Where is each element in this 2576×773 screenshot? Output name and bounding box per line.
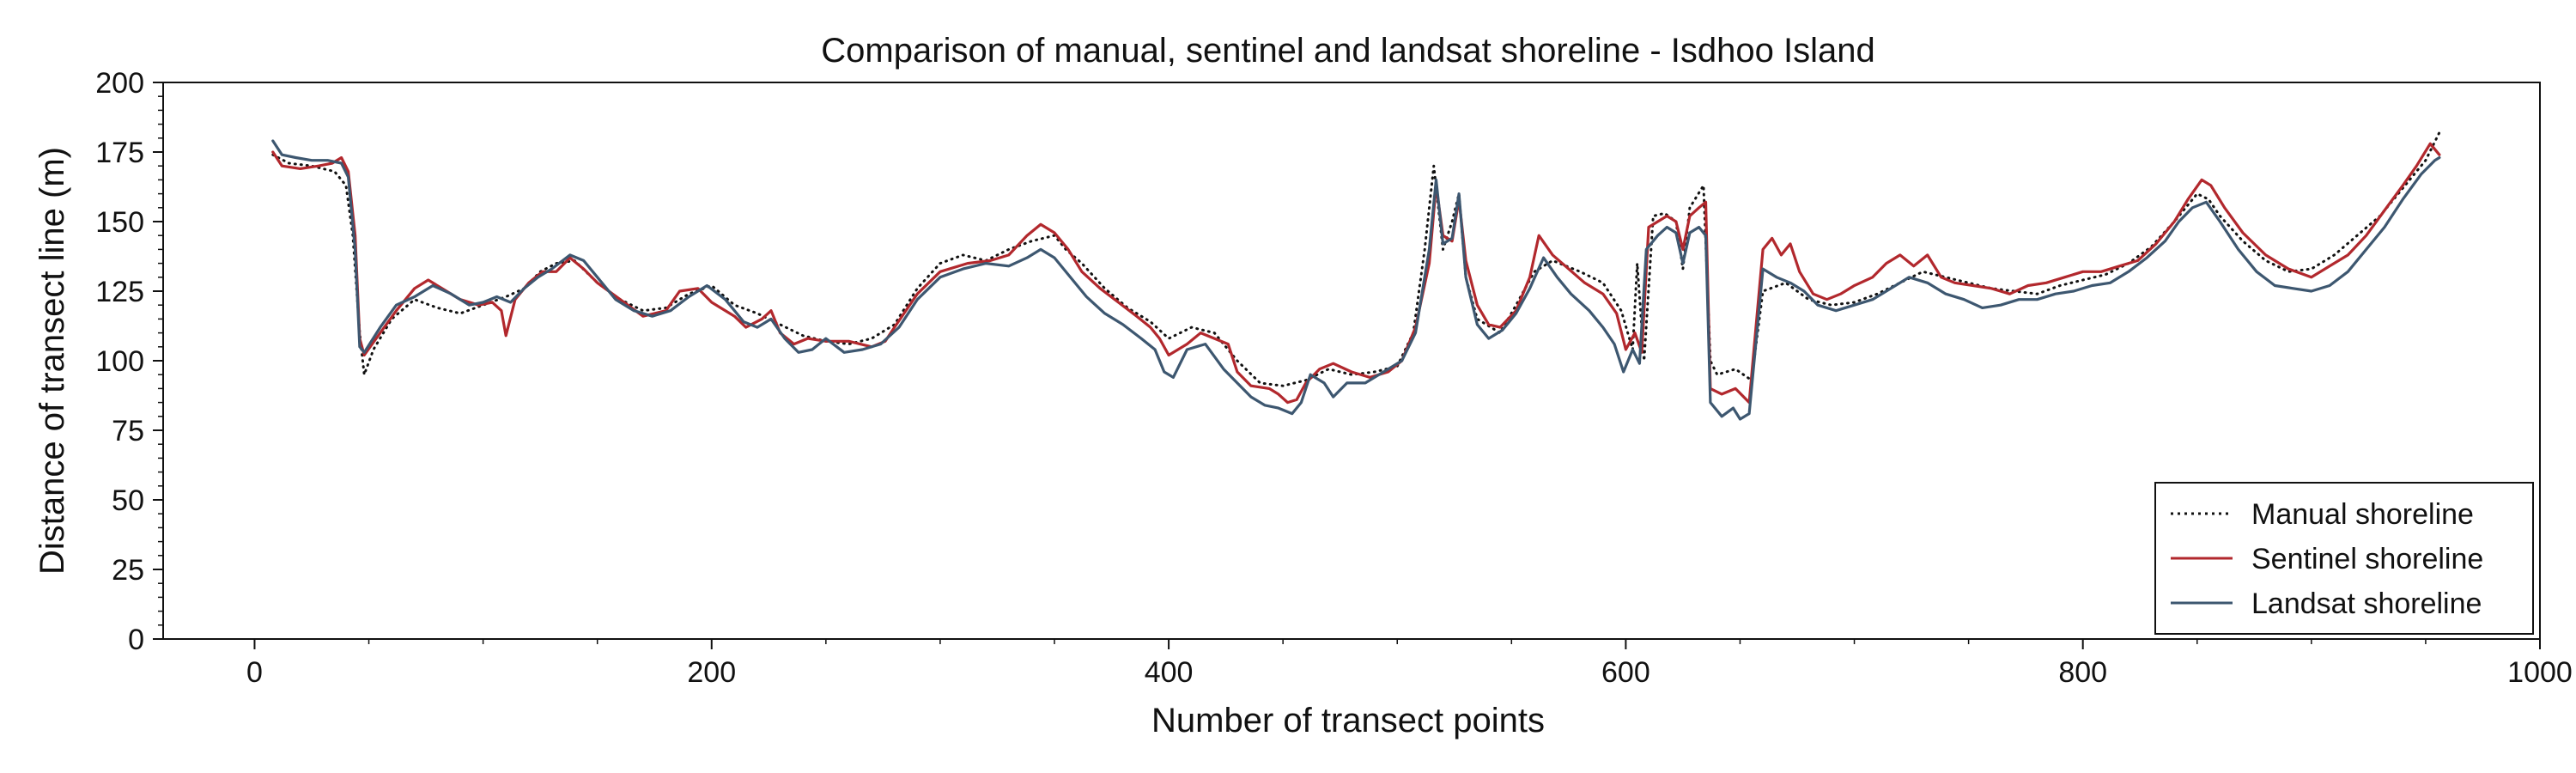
y-tick-label: 75 bbox=[112, 415, 144, 447]
y-tick-label: 150 bbox=[95, 206, 144, 239]
x-tick-label: 0 bbox=[246, 656, 263, 689]
legend-label-manual: Manual shoreline bbox=[2251, 498, 2474, 531]
x-tick-label: 1000 bbox=[2507, 656, 2573, 689]
y-tick-label: 125 bbox=[95, 276, 144, 308]
plot-frame bbox=[162, 82, 2541, 640]
legend: Manual shoreline Sentinel shoreline Land… bbox=[2154, 482, 2534, 635]
axes-layer: 0 200 400 600 800 1000 0 25 50 75 100 125 150 175 200 bbox=[95, 67, 2573, 689]
y-tick-label: 175 bbox=[95, 137, 144, 169]
y-tick-label: 25 bbox=[112, 554, 144, 587]
series-layer bbox=[271, 131, 2441, 421]
plot-area bbox=[163, 82, 2540, 639]
y-tick-label: 200 bbox=[95, 67, 144, 100]
x-tick-label: 200 bbox=[687, 656, 736, 689]
chart-title: Comparison of manual, sentinel and lands… bbox=[821, 32, 1874, 70]
y-tick-label: 50 bbox=[112, 484, 144, 517]
series-line-landsat bbox=[271, 139, 2441, 421]
x-tick-label: 600 bbox=[1601, 656, 1650, 689]
x-tick-label: 400 bbox=[1145, 656, 1194, 689]
y-tick-label: 0 bbox=[128, 624, 144, 656]
legend-label-landsat: Landsat shoreline bbox=[2251, 587, 2482, 620]
x-tick-label: 800 bbox=[2058, 656, 2107, 689]
y-axis-label: Distance of transect line (m) bbox=[33, 147, 71, 575]
y-tick-label: 100 bbox=[95, 345, 144, 378]
legend-label-sentinel: Sentinel shoreline bbox=[2251, 543, 2483, 575]
x-axis-label: Number of transect points bbox=[1151, 702, 1545, 740]
